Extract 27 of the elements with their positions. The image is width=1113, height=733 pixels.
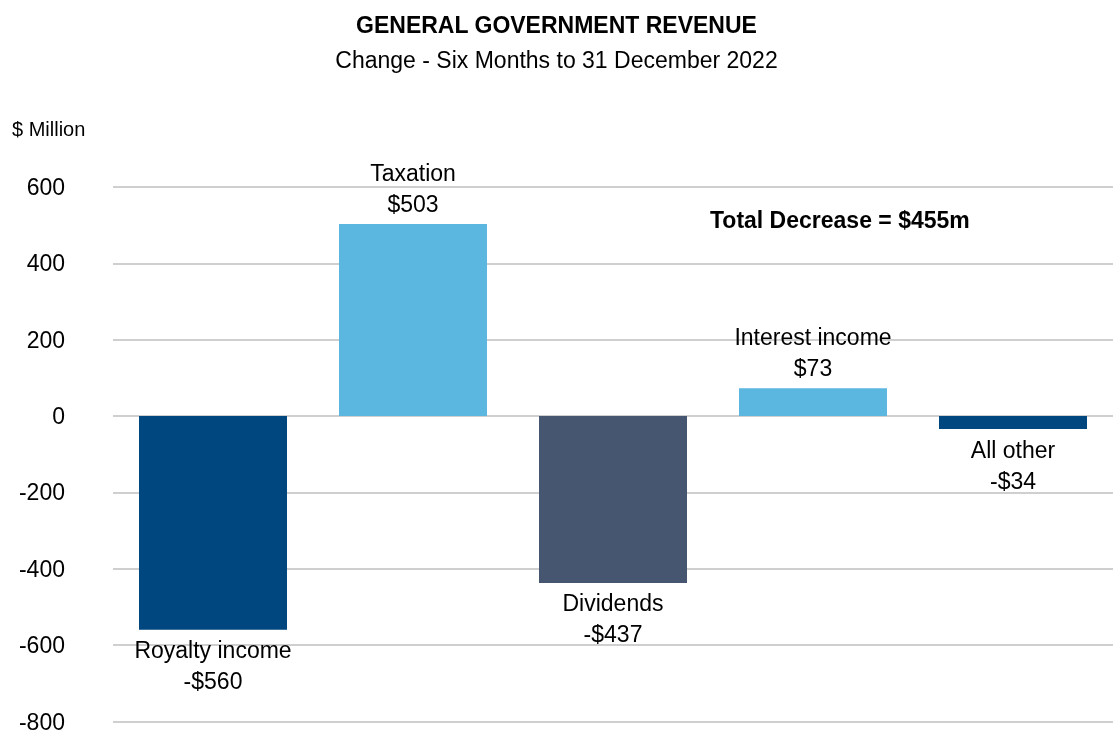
- bar: [739, 388, 887, 417]
- y-tick-label: -600: [18, 632, 65, 659]
- bar: [139, 416, 287, 630]
- x-tick-label: All other: [970, 436, 1056, 463]
- data-label: -$34: [989, 467, 1037, 494]
- y-tick-label: 200: [26, 326, 65, 353]
- data-label: $503: [387, 190, 439, 217]
- y-tick-label: -800: [18, 708, 65, 733]
- bar: [339, 224, 487, 417]
- y-tick-label: 400: [26, 250, 65, 277]
- y-axis-title: $ Million: [12, 118, 86, 140]
- annotation: Total Decrease = $455m: [710, 206, 970, 233]
- x-tick-label: Interest income: [734, 323, 892, 350]
- data-label: $73: [793, 354, 833, 381]
- y-tick-label: 0: [52, 403, 65, 430]
- y-tick-label: -200: [18, 479, 65, 506]
- bar: [939, 416, 1087, 430]
- x-tick-label: Taxation: [370, 159, 456, 186]
- y-tick-label: -400: [18, 555, 65, 582]
- y-tick-label: 600: [26, 174, 65, 200]
- chart-title: GENERAL GOVERNMENT REVENUE: [356, 11, 757, 38]
- bar: [539, 416, 687, 583]
- data-label: -$560: [183, 668, 243, 695]
- x-tick-label: Royalty income: [134, 637, 292, 664]
- x-tick-label: Dividends: [562, 590, 664, 617]
- chart-subtitle: Change - Six Months to 31 December 2022: [335, 46, 778, 73]
- data-label: -$437: [583, 621, 643, 648]
